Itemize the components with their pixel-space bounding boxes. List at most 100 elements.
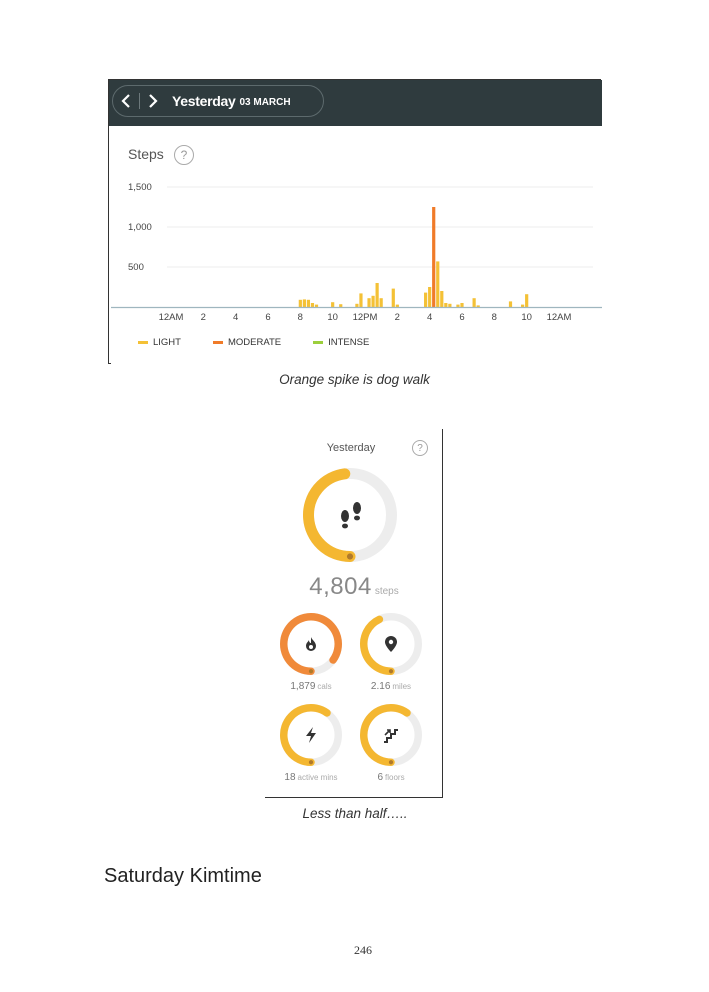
lightning-icon bbox=[306, 727, 316, 743]
distance-value: 2.16 bbox=[370, 681, 391, 692]
step-bar bbox=[525, 294, 529, 307]
active-minutes-progress-ring bbox=[280, 704, 342, 766]
step-bar bbox=[367, 298, 371, 307]
step-bar bbox=[379, 298, 383, 307]
step-bar bbox=[440, 291, 444, 307]
flame-icon bbox=[306, 637, 316, 651]
step-bar bbox=[314, 304, 319, 307]
next-day-button[interactable] bbox=[140, 86, 166, 116]
caption-less-than-half: Less than half….. bbox=[302, 806, 408, 821]
step-bar bbox=[432, 207, 436, 307]
step-bar bbox=[375, 283, 379, 307]
step-bar bbox=[521, 304, 525, 307]
step-bar bbox=[306, 299, 311, 307]
section-heading: Saturday Kimtime bbox=[104, 865, 262, 887]
steps-panel: Steps ? 1,500 1,000 500 12AM 2 4 6 8 10 12PM 2 4 6 8 1… bbox=[111, 127, 602, 364]
distance-progress-ring bbox=[360, 613, 422, 675]
legend-item-moderate: MODERATE bbox=[212, 337, 282, 348]
step-bar bbox=[472, 298, 476, 307]
chevron-right-icon bbox=[149, 94, 158, 108]
legend-label: LIGHT bbox=[153, 337, 181, 348]
legend-swatch bbox=[212, 341, 223, 344]
ring-progress-arc bbox=[280, 704, 331, 766]
help-icon[interactable]: ? bbox=[412, 440, 428, 456]
ring-progress-arc bbox=[360, 704, 411, 766]
steps-chart-screenshot: Yesterday 03 MARCH Steps ? 1,500 1,000 500… bbox=[108, 79, 602, 364]
x-tick-label: 12AM bbox=[159, 312, 184, 323]
ring-progress-arc bbox=[303, 468, 356, 562]
steps-title: Steps bbox=[128, 146, 164, 162]
y-tick-label: 1,000 bbox=[128, 222, 152, 233]
calories-progress-ring bbox=[280, 613, 342, 675]
calories-value: 1,879 bbox=[290, 681, 316, 692]
ring-start-dot bbox=[388, 669, 394, 674]
x-tick-label: 6 bbox=[265, 312, 270, 323]
location-pin-icon bbox=[385, 636, 397, 652]
legend-item-light: LIGHT bbox=[138, 337, 181, 348]
step-bar bbox=[460, 303, 464, 307]
calories-unit: cals bbox=[317, 682, 332, 691]
y-tick-label: 1,500 bbox=[128, 182, 152, 193]
x-tick-label: 10 bbox=[521, 312, 532, 323]
step-bar bbox=[436, 261, 440, 307]
active-minutes-value: 18 bbox=[284, 772, 296, 783]
x-tick-label: 12AM bbox=[547, 312, 572, 323]
step-bar bbox=[448, 303, 452, 307]
distance-stat: 2.16 miles bbox=[351, 681, 431, 692]
x-tick-label: 4 bbox=[427, 312, 432, 323]
stairs-icon bbox=[384, 729, 398, 743]
step-bar bbox=[371, 295, 375, 307]
ring-start-dot bbox=[308, 760, 314, 765]
step-bar bbox=[424, 292, 428, 307]
step-bar bbox=[391, 288, 395, 307]
footprints-icon bbox=[341, 502, 361, 529]
steps-progress-ring bbox=[303, 468, 397, 562]
chevron-left-icon bbox=[121, 94, 130, 108]
floors-progress-ring bbox=[360, 704, 422, 766]
previous-day-button[interactable] bbox=[113, 86, 139, 116]
nav-divider bbox=[139, 93, 140, 109]
ring-progress-arc bbox=[280, 613, 342, 675]
step-bar bbox=[298, 299, 302, 307]
summary-title: Yesterday bbox=[326, 442, 376, 454]
selected-day: Yesterday bbox=[172, 93, 236, 109]
x-tick-label: 12PM bbox=[353, 312, 378, 323]
step-bar bbox=[355, 303, 359, 307]
step-bar bbox=[476, 305, 480, 307]
step-bar bbox=[444, 303, 448, 307]
ring-start-dot bbox=[388, 760, 394, 765]
date-selector[interactable]: Yesterday 03 MARCH bbox=[112, 85, 324, 117]
x-tick-label: 8 bbox=[492, 312, 497, 323]
x-tick-label: 10 bbox=[327, 312, 338, 323]
legend-swatch bbox=[138, 341, 148, 344]
legend-label: MODERATE bbox=[227, 337, 282, 348]
help-icon[interactable]: ? bbox=[174, 145, 194, 165]
x-tick-label: 2 bbox=[201, 312, 206, 323]
steps-count: 4,804 bbox=[309, 573, 372, 600]
page-number: 246 bbox=[354, 943, 372, 957]
date-nav-bar: Yesterday 03 MARCH bbox=[109, 80, 602, 126]
step-bar bbox=[310, 303, 315, 307]
step-bar bbox=[359, 293, 363, 307]
x-tick-label: 8 bbox=[298, 312, 303, 323]
active-minutes-unit: active mins bbox=[297, 773, 338, 782]
steps-bar-chart: 1,500 1,000 500 12AM 2 4 6 8 10 12PM 2 4 6 8 10 12AM bbox=[111, 182, 602, 323]
step-bar bbox=[428, 287, 432, 307]
chart-legend: LIGHT MODERATE INTENSE bbox=[138, 337, 401, 348]
active-minutes-stat: 18 active mins bbox=[271, 772, 351, 783]
distance-unit: miles bbox=[392, 682, 412, 691]
step-bar bbox=[456, 304, 460, 307]
floors-unit: floors bbox=[385, 773, 405, 782]
ring-start-dot bbox=[346, 553, 354, 560]
floors-value: 6 bbox=[377, 772, 383, 783]
calories-stat: 1,879 cals bbox=[271, 681, 351, 692]
floors-stat: 6 floors bbox=[351, 772, 431, 783]
step-bar bbox=[302, 299, 306, 307]
step-bar bbox=[395, 304, 399, 307]
legend-swatch bbox=[313, 341, 324, 344]
x-tick-label: 4 bbox=[233, 312, 238, 323]
y-tick-label: 500 bbox=[128, 262, 144, 273]
steps-total: 4,804 steps bbox=[265, 573, 443, 601]
step-bar bbox=[339, 304, 343, 307]
step-bar bbox=[508, 301, 513, 307]
